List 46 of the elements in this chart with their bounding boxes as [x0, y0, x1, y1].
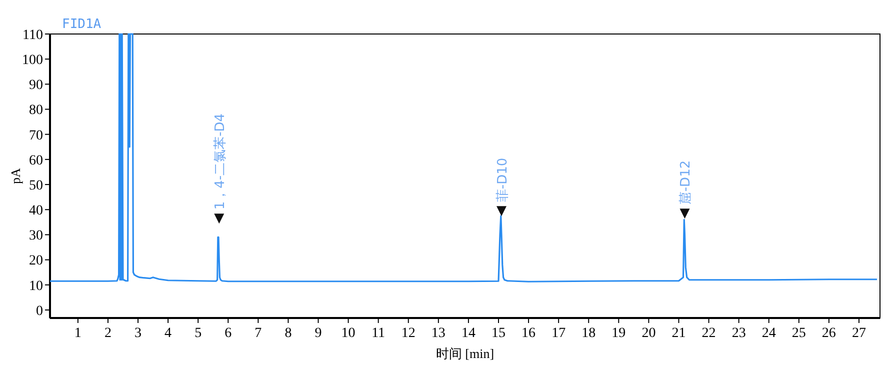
x-tick-label: 7: [254, 326, 262, 341]
y-tick-label: 20: [29, 254, 43, 269]
y-tick-label: 100: [22, 52, 43, 68]
y-tick-label: 40: [29, 204, 43, 219]
x-tick-label: 20: [642, 326, 656, 341]
y-tick-label: 60: [29, 153, 43, 168]
x-tick-label: 19: [612, 326, 626, 341]
x-tick-label: 3: [134, 326, 142, 341]
x-tick-label: 22: [702, 326, 716, 341]
x-tick-label: 6: [224, 326, 232, 341]
x-tick-label: 25: [792, 326, 806, 341]
x-tick-label: 13: [431, 326, 446, 341]
annotation: 菲-D10: [496, 158, 510, 202]
x-tick-label: 12: [401, 326, 416, 341]
x-tick-label: 15: [491, 326, 506, 341]
y-tick-label: 30: [29, 228, 43, 244]
y-tick-label: 70: [29, 128, 43, 144]
annotation: 1，4-二氯苯-D4: [213, 113, 228, 210]
y-axis-title: pA: [8, 167, 23, 184]
x-axis-title: 时间 [min]: [436, 346, 494, 361]
x-tick-label: 10: [341, 326, 356, 341]
x-tick-label: 1: [74, 326, 82, 341]
x-tick-label: 23: [732, 326, 746, 341]
x-tick-label: 27: [852, 326, 866, 341]
x-tick-label: 17: [552, 326, 566, 341]
x-tick-label: 26: [822, 326, 836, 341]
line-series: [50, 33, 878, 282]
x-tick-label: 8: [284, 326, 292, 341]
x-tick-label: 11: [372, 326, 386, 341]
x-tick-label: 9: [314, 326, 322, 341]
x-tick-label: 21: [672, 326, 686, 341]
y-tick-label: 90: [29, 78, 43, 94]
x-tick-label: 5: [194, 326, 202, 341]
y-tick-label: 10: [29, 278, 43, 294]
annotation: 䓛-D12: [678, 160, 694, 205]
y-tick-label: 110: [22, 28, 43, 43]
x-tick-label: 16: [522, 326, 536, 341]
chart-title: FID1A: [62, 17, 102, 32]
x-tick-label: 4: [164, 326, 172, 341]
x-tick-label: 24: [762, 326, 776, 341]
x-tick-label: 2: [104, 326, 112, 341]
y-tick-label: 80: [29, 103, 43, 118]
x-tick-label: 14: [461, 326, 476, 341]
x-tick-label: 18: [582, 326, 596, 341]
y-tick-label: 50: [29, 178, 43, 194]
y-tick-label: 0: [36, 304, 43, 319]
